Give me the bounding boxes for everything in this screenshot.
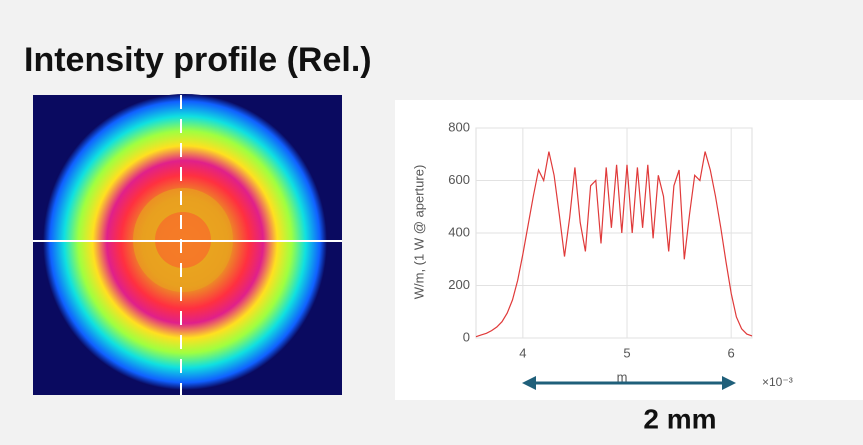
scale-arrow <box>522 376 736 390</box>
x-tick-label: 4 <box>519 345 526 360</box>
y-tick-label: 0 <box>463 329 470 344</box>
y-tick-label: 200 <box>448 277 470 292</box>
beam-image <box>33 94 342 395</box>
y-tick-label: 400 <box>448 224 470 239</box>
x-tick-label: 6 <box>728 345 735 360</box>
x-tick-label: 5 <box>623 345 630 360</box>
y-tick-label: 600 <box>448 172 470 187</box>
y-tick-label: 800 <box>448 119 470 134</box>
x-axis-label: m <box>617 369 628 384</box>
data-line <box>475 151 753 338</box>
heading: Intensity profile (Rel.) <box>24 41 372 79</box>
annotation: 2 mm <box>643 403 716 434</box>
y-axis-label: W/m, (1 W @ aperture) <box>411 165 426 300</box>
x-offset-text: ×10⁻³ <box>762 375 793 389</box>
plot: 0 200 400 600 800 4 5 6 <box>448 119 753 360</box>
